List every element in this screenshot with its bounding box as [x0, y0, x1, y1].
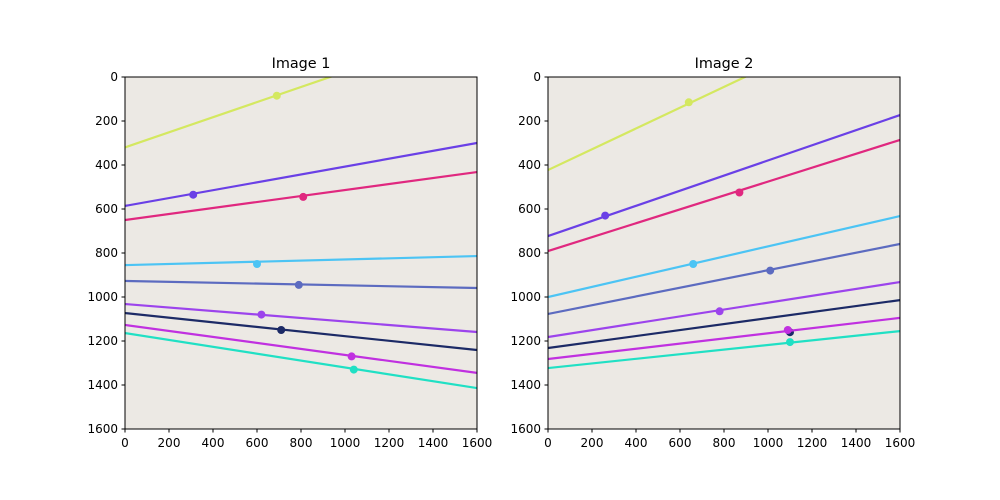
- x-tick-label: 1000: [330, 436, 361, 450]
- point: [347, 352, 356, 361]
- point: [349, 365, 358, 374]
- x-tick-label: 1200: [797, 436, 828, 450]
- epipolar-line: [125, 302, 477, 334]
- y-tick-label: 800: [518, 246, 541, 260]
- point: [272, 91, 281, 100]
- epipolar-line: [548, 280, 900, 339]
- point: [735, 188, 744, 197]
- point: [277, 326, 286, 334]
- epipolar-line: [548, 330, 900, 370]
- y-tick-label: 0: [533, 70, 541, 84]
- point: [253, 260, 261, 268]
- point: [766, 266, 775, 275]
- point: [257, 310, 266, 319]
- point: [189, 190, 198, 199]
- epipolar-line: [125, 77, 334, 149]
- chart-title: Image 2: [695, 56, 754, 72]
- chart-title: Image 1: [272, 56, 331, 72]
- x-tick-label: 0: [121, 436, 129, 450]
- plot-area: [125, 77, 477, 390]
- y-tick-label: 1400: [87, 378, 118, 392]
- epipolar-line: [125, 254, 477, 267]
- y-tick-label: 1000: [87, 290, 118, 304]
- epipolar-line: [125, 323, 477, 374]
- y-tick-label: 1200: [510, 334, 541, 348]
- x-tick-label: 1000: [753, 436, 784, 450]
- x-tick-label: 1200: [374, 436, 405, 450]
- epipolar-line: [548, 77, 748, 172]
- epipolar-line: [548, 316, 900, 361]
- x-tick-label: 200: [581, 436, 604, 450]
- epipolar-line: [548, 242, 900, 316]
- x-tick-label: 1600: [885, 436, 916, 450]
- epipolar-line: [548, 138, 900, 253]
- point: [601, 211, 610, 220]
- y-tick-label: 1400: [510, 378, 541, 392]
- y-tick-label: 600: [518, 202, 541, 216]
- epipolar-line: [548, 214, 900, 299]
- x-tick-label: 1600: [462, 436, 493, 450]
- y-tick-label: 400: [518, 158, 541, 172]
- photo: [125, 77, 477, 429]
- y-tick-label: 200: [518, 114, 541, 128]
- y-tick-label: 1600: [87, 422, 118, 436]
- epipolar-line: [125, 141, 477, 208]
- x-tick-label: 1400: [418, 436, 449, 450]
- plot-area: [548, 77, 900, 370]
- point: [786, 338, 794, 347]
- y-tick-label: 200: [95, 114, 118, 128]
- photo: [548, 77, 900, 429]
- point: [294, 280, 303, 289]
- x-tick-label: 400: [202, 436, 225, 450]
- epipolar-line: [548, 298, 900, 350]
- x-tick-label: 0: [544, 436, 552, 450]
- y-tick-label: 800: [95, 246, 118, 260]
- y-tick-label: 600: [95, 202, 118, 216]
- x-tick-label: 800: [713, 436, 736, 450]
- y-tick-label: 400: [95, 158, 118, 172]
- x-tick-label: 200: [158, 436, 181, 450]
- x-tick-label: 600: [246, 436, 269, 450]
- point: [783, 326, 792, 334]
- point: [689, 260, 698, 268]
- y-tick-label: 1200: [87, 334, 118, 348]
- y-tick-label: 1600: [510, 422, 541, 436]
- point: [684, 98, 693, 107]
- point: [715, 307, 724, 316]
- x-tick-label: 600: [669, 436, 692, 450]
- y-tick-label: 0: [110, 70, 118, 84]
- epipolar-line: [125, 311, 477, 352]
- point: [299, 192, 308, 201]
- x-tick-label: 800: [290, 436, 313, 450]
- x-tick-label: 400: [625, 436, 648, 450]
- x-tick-label: 1400: [841, 436, 872, 450]
- y-tick-label: 1000: [510, 290, 541, 304]
- epipolar-line: [125, 331, 477, 390]
